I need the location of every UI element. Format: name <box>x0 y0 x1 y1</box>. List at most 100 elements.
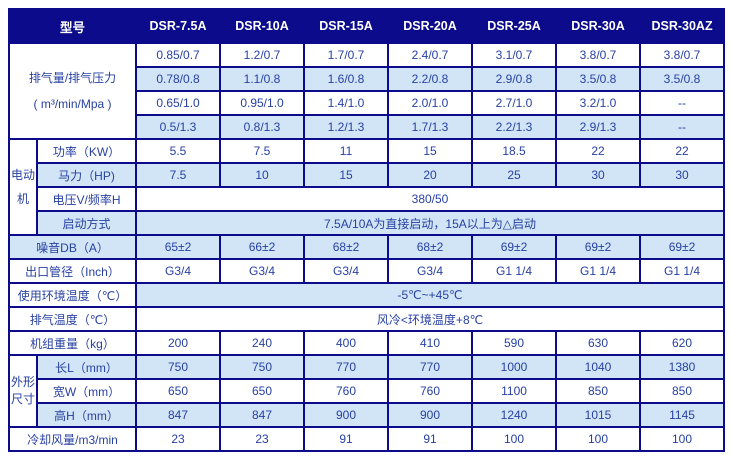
length-value-cell: 770 <box>303 354 390 380</box>
length-value-cell: 1380 <box>639 354 726 380</box>
header-row: 型号 DSR-7.5A DSR-10A DSR-15A DSR-20A DSR-25A D… <box>7 8 726 44</box>
start-mode-label: 启动方式 <box>35 210 138 236</box>
outlet-value-cell: G1 1/4 <box>555 258 642 284</box>
capacity-label-line2: ( m³/min/Mpa ) <box>33 97 112 111</box>
power-value-cell: 22 <box>639 138 726 164</box>
capacity-value-cell: 0.5/1.3 <box>135 114 222 140</box>
voltage-label: 电压V/频率H <box>35 186 138 212</box>
capacity-value-cell: 3.2/1.0 <box>555 90 642 116</box>
exhaust-temp-label: 排气温度（℃） <box>7 306 138 332</box>
capacity-value-cell: 0.8/1.3 <box>219 114 306 140</box>
cooling-value-cell: 91 <box>303 426 390 452</box>
capacity-value-cell: 2.9/0.8 <box>471 66 558 92</box>
hp-label: 马力（HP) <box>35 162 138 188</box>
motor-voltage-row: 电压V/频率H 380/50 <box>9 186 726 212</box>
capacity-value-cell: 3.1/0.7 <box>471 42 558 68</box>
hp-value-cell: 30 <box>555 162 642 188</box>
capacity-row-3: 0.65/1.0 0.95/1.0 1.4/1.0 2.0/1.0 2.7/1.0 3.2… <box>9 90 726 116</box>
capacity-label-line1: 排气量/排气压力 <box>28 71 117 85</box>
ambient-temp-label: 使用环境温度（℃） <box>7 282 138 308</box>
outlet-value-cell: G3/4 <box>135 258 222 284</box>
height-label: 高H（mm） <box>35 402 138 428</box>
capacity-value-cell: 0.95/1.0 <box>219 90 306 116</box>
height-value-cell: 1240 <box>471 402 558 428</box>
noise-value-cell: 69±2 <box>555 234 642 260</box>
length-value-cell: 750 <box>219 354 306 380</box>
height-value-cell: 1145 <box>639 402 726 428</box>
length-value-cell: 1040 <box>555 354 642 380</box>
noise-label: 噪音DB（A） <box>7 234 138 260</box>
compressor-spec-table: 型号 DSR-7.5A DSR-10A DSR-15A DSR-20A DSR-25A D… <box>7 8 726 452</box>
hp-value-cell: 30 <box>639 162 726 188</box>
weight-value-cell: 410 <box>387 330 474 356</box>
capacity-value-cell: 3.8/0.7 <box>639 42 726 68</box>
noise-value-cell: 65±2 <box>135 234 222 260</box>
outlet-value-cell: G3/4 <box>387 258 474 284</box>
length-value-cell: 770 <box>387 354 474 380</box>
model-header-cell: DSR-30AZ <box>639 8 726 44</box>
outlet-row: 出口管径（Inch） G3/4 G3/4 G3/4 G3/4 G1 1/4 G1 1/4 G… <box>7 258 726 284</box>
capacity-value-cell: 1.4/1.0 <box>303 90 390 116</box>
capacity-value-cell: 2.2/0.8 <box>387 66 474 92</box>
capacity-value-cell: 1.2/1.3 <box>303 114 390 140</box>
exhaust-temp-value: 风冷<环境温度+8℃ <box>135 306 726 332</box>
outlet-value-cell: G3/4 <box>303 258 390 284</box>
length-value-cell: 1000 <box>471 354 558 380</box>
power-value-cell: 5.5 <box>135 138 222 164</box>
height-value-cell: 900 <box>303 402 390 428</box>
capacity-value-cell: 2.4/0.7 <box>387 42 474 68</box>
dimensions-group-label: 外形尺寸 <box>8 354 38 428</box>
height-value-cell: 1015 <box>555 402 642 428</box>
cooling-value-cell: 23 <box>135 426 222 452</box>
capacity-row-2: 0.78/0.8 1.1/0.8 1.6/0.8 2.2/0.8 2.9/0.8 3.5/… <box>9 66 726 92</box>
motor-hp-row: 马力（HP) 7.5 10 15 20 25 30 30 <box>9 162 726 188</box>
width-value-cell: 650 <box>219 378 306 404</box>
capacity-value-cell: 2.9/1.3 <box>555 114 642 140</box>
width-row: 宽W（mm） 650 650 760 760 1100 850 850 <box>9 378 726 404</box>
height-value-cell: 847 <box>219 402 306 428</box>
model-header-cell: DSR-20A <box>387 8 474 44</box>
capacity-value-cell: 1.7/0.7 <box>303 42 390 68</box>
height-value-cell: 847 <box>135 402 222 428</box>
length-label: 长L（mm） <box>35 354 138 380</box>
model-header-cell: DSR-10A <box>219 8 306 44</box>
model-header-cell: DSR-7.5A <box>135 8 222 44</box>
length-value-cell: 750 <box>135 354 222 380</box>
voltage-value: 380/50 <box>135 186 726 212</box>
start-mode-value: 7.5A/10A为直接启动，15A以上为△启动 <box>135 210 726 236</box>
cooling-value-cell: 100 <box>555 426 642 452</box>
hp-value-cell: 10 <box>219 162 306 188</box>
width-value-cell: 850 <box>639 378 726 404</box>
weight-value-cell: 630 <box>555 330 642 356</box>
capacity-value-cell: 1.6/0.8 <box>303 66 390 92</box>
cooling-value-cell: 23 <box>219 426 306 452</box>
capacity-value-cell: -- <box>639 114 726 140</box>
noise-row: 噪音DB（A） 65±2 66±2 68±2 68±2 69±2 69±2 69±2 <box>7 234 726 260</box>
model-header-cell: DSR-15A <box>303 8 390 44</box>
width-value-cell: 1100 <box>471 378 558 404</box>
cooling-value-cell: 100 <box>639 426 726 452</box>
weight-value-cell: 620 <box>639 330 726 356</box>
weight-value-cell: 590 <box>471 330 558 356</box>
capacity-row-4: 0.5/1.3 0.8/1.3 1.2/1.3 1.7/1.3 2.2/1.3 2.9/1… <box>9 114 726 140</box>
capacity-value-cell: 0.78/0.8 <box>135 66 222 92</box>
capacity-label: 排气量/排气压力 ( m³/min/Mpa ) <box>7 42 138 140</box>
hp-value-cell: 25 <box>471 162 558 188</box>
power-value-cell: 18.5 <box>471 138 558 164</box>
cooling-row: 冷却风量/m3/min 23 23 91 91 100 100 100 <box>7 426 726 452</box>
weight-row: 机组重量（kg） 200 240 400 410 590 630 620 <box>7 330 726 356</box>
noise-value-cell: 69±2 <box>639 234 726 260</box>
hp-value-cell: 20 <box>387 162 474 188</box>
outlet-value-cell: G1 1/4 <box>639 258 726 284</box>
capacity-value-cell: 1.1/0.8 <box>219 66 306 92</box>
cooling-value-cell: 100 <box>471 426 558 452</box>
capacity-value-cell: -- <box>639 90 726 116</box>
hp-value-cell: 15 <box>303 162 390 188</box>
motor-power-row: 电动机 功率（KW） 5.5 7.5 11 15 18.5 22 22 <box>8 138 726 236</box>
power-value-cell: 11 <box>303 138 390 164</box>
capacity-value-cell: 2.2/1.3 <box>471 114 558 140</box>
cooling-value-cell: 91 <box>387 426 474 452</box>
noise-value-cell: 69±2 <box>471 234 558 260</box>
width-label: 宽W（mm） <box>35 378 138 404</box>
model-header-cell: DSR-30A <box>555 8 642 44</box>
